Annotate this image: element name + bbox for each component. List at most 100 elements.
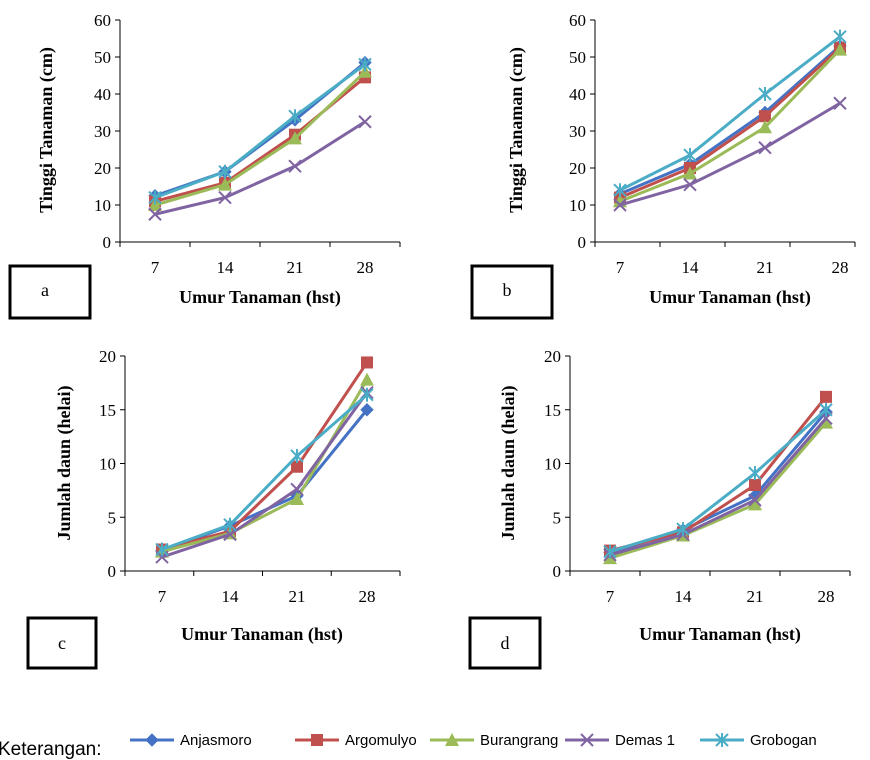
series-line [609, 395, 828, 553]
data-point [819, 415, 833, 429]
y-tick-label: 20 [94, 159, 111, 178]
chart-panel-c: 0 5 10 15 20 7 14 21 28 Umur Tanaman (hst) Jumlah … [26, 347, 401, 670]
legend-marker [445, 733, 459, 746]
data-point [218, 164, 232, 179]
y-tick-label: 60 [569, 11, 586, 30]
data-point [748, 493, 762, 507]
data-point [758, 87, 772, 101]
series-line [609, 408, 827, 554]
data-point [759, 110, 771, 123]
legend-label: Argomulyo [345, 732, 417, 749]
data-point [749, 479, 761, 491]
chart-panel-b: 0 10 20 30 40 50 60 7 14 21 28 Umur Tanaman (hst) Ti… [470, 11, 856, 320]
data-point [223, 517, 237, 532]
data-point [361, 356, 373, 369]
data-point [288, 131, 302, 145]
data-point [613, 198, 627, 212]
series-anjasmoro [603, 405, 833, 560]
x-tick-label: 21 [757, 258, 774, 277]
panel-label-box [8, 264, 92, 320]
x-tick-label: 21 [289, 587, 306, 606]
y-tick-label: 50 [94, 48, 111, 67]
data-point [820, 390, 832, 403]
chart-panel-d: 0 5 10 15 20 7 14 21 28 Umur Tanaman (hst) Jumlah … [468, 347, 851, 670]
data-point [360, 387, 374, 402]
y-tick-label: 0 [578, 233, 587, 252]
data-point [360, 372, 374, 386]
legend-label: Demas 1 [615, 732, 675, 749]
y-axis-title: Jumlah daun (helai) [54, 385, 75, 540]
series-line [619, 44, 841, 196]
y-tick-label: 60 [94, 11, 111, 30]
series-grobogan [603, 402, 833, 559]
y-tick-label: 0 [553, 562, 562, 581]
x-axis-title: Umur Tanaman (hst) [181, 624, 343, 645]
legend-item: Grobogan [700, 732, 817, 749]
data-point [290, 482, 304, 497]
x-tick-label: 14 [217, 258, 235, 277]
x-tick-label: 21 [287, 258, 304, 277]
series-argomulyo [604, 390, 832, 557]
data-point [758, 120, 772, 134]
data-point [290, 491, 304, 505]
y-tick-label: 15 [99, 401, 116, 420]
series-demas-1 [613, 96, 847, 212]
y-tick-label: 40 [94, 85, 111, 104]
panel-label: a [41, 280, 49, 300]
data-point [288, 109, 302, 124]
data-point [833, 42, 847, 56]
series-line [154, 120, 366, 216]
series-line [154, 70, 367, 207]
series-line [609, 417, 828, 557]
data-point [290, 448, 304, 463]
data-point [833, 96, 847, 110]
series-line [609, 421, 828, 560]
data-point [291, 460, 303, 473]
y-tick-label: 15 [544, 401, 561, 420]
panel-label-box [468, 616, 542, 670]
series-grobogan [148, 57, 372, 205]
x-tick-label: 7 [151, 258, 160, 277]
series-line [619, 48, 842, 203]
series-line [161, 378, 369, 554]
data-point [758, 140, 772, 155]
series-line [619, 35, 841, 192]
data-point [218, 190, 232, 205]
x-tick-label: 14 [675, 587, 693, 606]
panel-label-box [26, 616, 98, 670]
series-line [161, 393, 368, 551]
series-grobogan [613, 29, 847, 198]
legend-label: Burangrang [480, 732, 558, 749]
panel-label: d [501, 633, 510, 653]
series-line [161, 361, 369, 551]
data-point [819, 402, 833, 417]
data-point [360, 403, 374, 417]
x-axis-title: Umur Tanaman (hst) [639, 624, 801, 645]
data-point [833, 29, 847, 44]
series-grobogan [155, 387, 374, 557]
series-anjasmoro [148, 55, 372, 203]
y-tick-label: 30 [94, 122, 111, 141]
x-tick-label: 28 [357, 258, 374, 277]
series-demas-1 [155, 385, 374, 564]
data-point [676, 522, 690, 537]
data-point [748, 497, 762, 511]
legend-item: Argomulyo [295, 732, 417, 749]
legend-marker [715, 733, 729, 747]
data-point [155, 542, 169, 557]
series-line [161, 391, 369, 559]
legend-item: Demas 1 [565, 732, 675, 749]
legend-marker [580, 733, 594, 747]
y-axis-title: Tinggi Tanaman (cm) [36, 47, 57, 213]
legend-item: Anjasmoro [130, 732, 252, 749]
x-tick-label: 14 [682, 258, 700, 277]
data-point [683, 148, 697, 163]
x-tick-label: 28 [818, 587, 835, 606]
data-point [288, 159, 302, 173]
y-tick-label: 40 [569, 85, 586, 104]
y-tick-label: 50 [569, 48, 586, 67]
x-tick-label: 7 [158, 587, 167, 606]
x-axis-title: Umur Tanaman (hst) [179, 287, 341, 308]
y-axis-title: Tinggi Tanaman (cm) [506, 47, 527, 213]
